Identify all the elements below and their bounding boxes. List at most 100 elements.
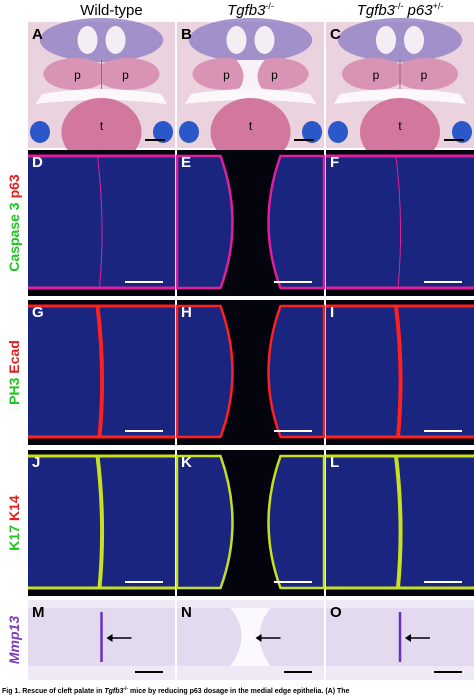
column-header: Wild-type bbox=[80, 2, 143, 19]
caption-part: -/- bbox=[123, 686, 128, 692]
tissue bbox=[267, 304, 326, 439]
seam bbox=[395, 155, 402, 289]
palate-shelf bbox=[43, 58, 108, 90]
panel-letter: H bbox=[181, 304, 192, 321]
nasal-cavity bbox=[376, 26, 396, 54]
caption-part: mice by reducing p63 dosage in the media… bbox=[128, 688, 349, 695]
arrow-head bbox=[106, 634, 113, 642]
row-label: Caspase 3 p63 bbox=[6, 174, 22, 272]
panel: H bbox=[175, 300, 326, 445]
seam bbox=[97, 155, 103, 289]
panel-letter: D bbox=[32, 154, 43, 171]
tissue-label: p bbox=[373, 68, 380, 82]
panel: L bbox=[326, 450, 474, 596]
row-label-part: K17 bbox=[6, 525, 22, 551]
tissue bbox=[267, 154, 326, 290]
palate-shelf bbox=[244, 58, 309, 90]
cleft bbox=[230, 608, 271, 666]
caption: Fig 1. Rescue of cleft palate in Tgfb3-/… bbox=[2, 686, 350, 695]
panel: I bbox=[326, 300, 474, 445]
caption-part: Tgfb3 bbox=[104, 688, 123, 695]
panel-letter: C bbox=[330, 26, 341, 43]
tissue bbox=[175, 304, 234, 439]
tongue bbox=[61, 98, 142, 166]
bone bbox=[328, 121, 348, 143]
nasal-region bbox=[188, 18, 313, 62]
tongue bbox=[360, 98, 440, 166]
panel: K bbox=[175, 450, 326, 596]
tissue-label: t bbox=[100, 119, 104, 133]
seam bbox=[394, 305, 403, 438]
tissue bbox=[267, 454, 326, 590]
panel: M bbox=[28, 600, 175, 680]
panel-letter: O bbox=[330, 604, 342, 621]
tissue-label: t bbox=[249, 119, 253, 133]
panel-letter: A bbox=[32, 26, 43, 43]
nasal-region bbox=[337, 18, 463, 62]
nasal-cavity bbox=[404, 26, 424, 54]
row-label-part: K14 bbox=[6, 495, 22, 521]
seam bbox=[95, 305, 105, 438]
gene-name: p63 bbox=[407, 2, 434, 19]
palate-shelf bbox=[192, 58, 257, 90]
tissue-label: p bbox=[271, 68, 278, 82]
caption-part: Fig 1. Rescue of cleft palate in bbox=[2, 688, 104, 695]
tissue bbox=[175, 454, 234, 590]
row-label: Mmp13 bbox=[6, 616, 22, 664]
genotype-sup: +/- bbox=[433, 1, 444, 11]
panel-letter: J bbox=[32, 454, 40, 471]
palate-shelf bbox=[394, 58, 458, 90]
tissue-label: p bbox=[74, 68, 81, 82]
seam bbox=[95, 455, 105, 589]
panel: J bbox=[28, 450, 175, 596]
nasal-region bbox=[39, 18, 164, 62]
panel: O bbox=[326, 600, 474, 680]
nasal-cavity bbox=[77, 26, 98, 54]
tongue bbox=[210, 98, 291, 166]
bone bbox=[179, 121, 199, 143]
panel: Bp p t bbox=[177, 18, 324, 166]
panel: N bbox=[177, 600, 324, 680]
panel-letter: N bbox=[181, 604, 192, 621]
nasal-cavity bbox=[226, 26, 247, 54]
panel-letter: M bbox=[32, 604, 45, 621]
genotype-sup: -/- bbox=[265, 1, 274, 11]
seam bbox=[394, 455, 403, 589]
panel: Cp p t bbox=[326, 18, 474, 166]
tissue-label: t bbox=[398, 119, 402, 133]
panel-letter: G bbox=[32, 304, 44, 321]
oral-cavity bbox=[36, 89, 167, 104]
gene-name: Tgfb3 bbox=[227, 2, 266, 19]
nasal-cavity bbox=[254, 26, 275, 54]
panel: D bbox=[28, 150, 175, 296]
oral-cavity bbox=[185, 89, 316, 104]
bone bbox=[302, 121, 322, 143]
bone bbox=[452, 121, 472, 143]
row-label: PH3 Ecad bbox=[6, 340, 22, 405]
tissue-label: p bbox=[223, 68, 230, 82]
arrow-head bbox=[255, 634, 262, 642]
cleft bbox=[236, 60, 265, 92]
row-label-part: Ecad bbox=[6, 340, 22, 373]
row-label-part: p63 bbox=[6, 174, 22, 198]
nasal-cavity bbox=[105, 26, 126, 54]
panel: F bbox=[326, 150, 474, 296]
panel: Ap p t bbox=[28, 18, 175, 166]
panel-letter: L bbox=[330, 454, 339, 471]
panel-letter: F bbox=[330, 154, 339, 171]
tissue-label: p bbox=[421, 68, 428, 82]
header-text: Wild-type bbox=[80, 2, 143, 19]
panel: E bbox=[175, 150, 326, 296]
bone bbox=[153, 121, 173, 143]
panel-letter: I bbox=[330, 304, 334, 321]
tissue-label: p bbox=[122, 68, 129, 82]
row-label-part: Mmp13 bbox=[6, 616, 22, 664]
row-label-part: PH3 bbox=[6, 377, 22, 404]
genotype-sup: -/- bbox=[395, 1, 404, 11]
gene-name: Tgfb3 bbox=[357, 2, 396, 19]
panel-letter: E bbox=[181, 154, 191, 171]
row-label: K17K14 bbox=[6, 495, 22, 551]
panel: G bbox=[28, 300, 175, 445]
